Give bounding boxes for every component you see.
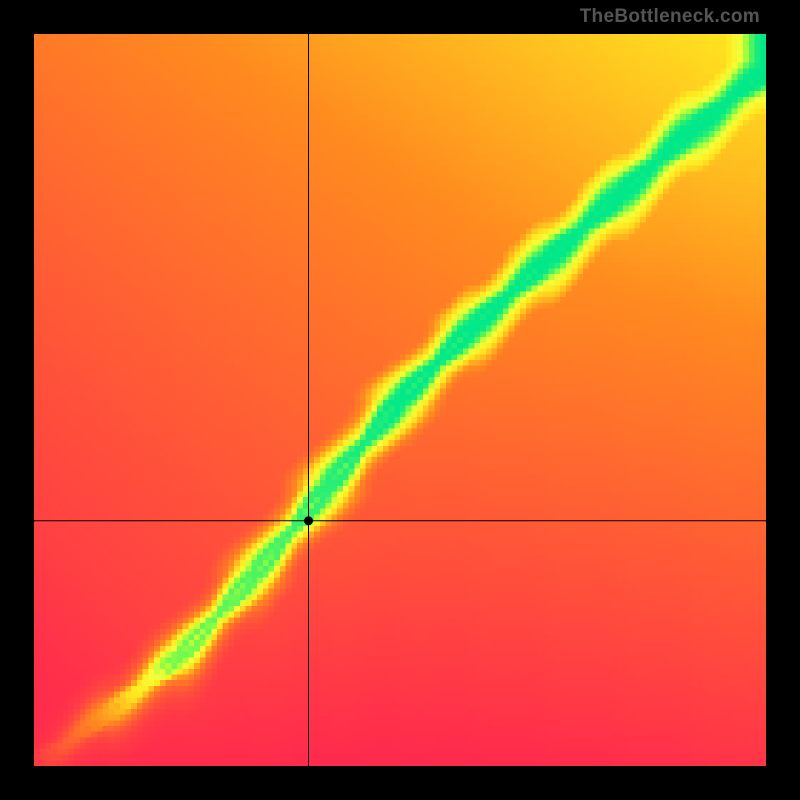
- figure-outer: TheBottleneck.com: [0, 0, 800, 800]
- heatmap-canvas: [34, 34, 766, 766]
- watermark-text: TheBottleneck.com: [580, 6, 760, 28]
- plot-area: [34, 34, 766, 766]
